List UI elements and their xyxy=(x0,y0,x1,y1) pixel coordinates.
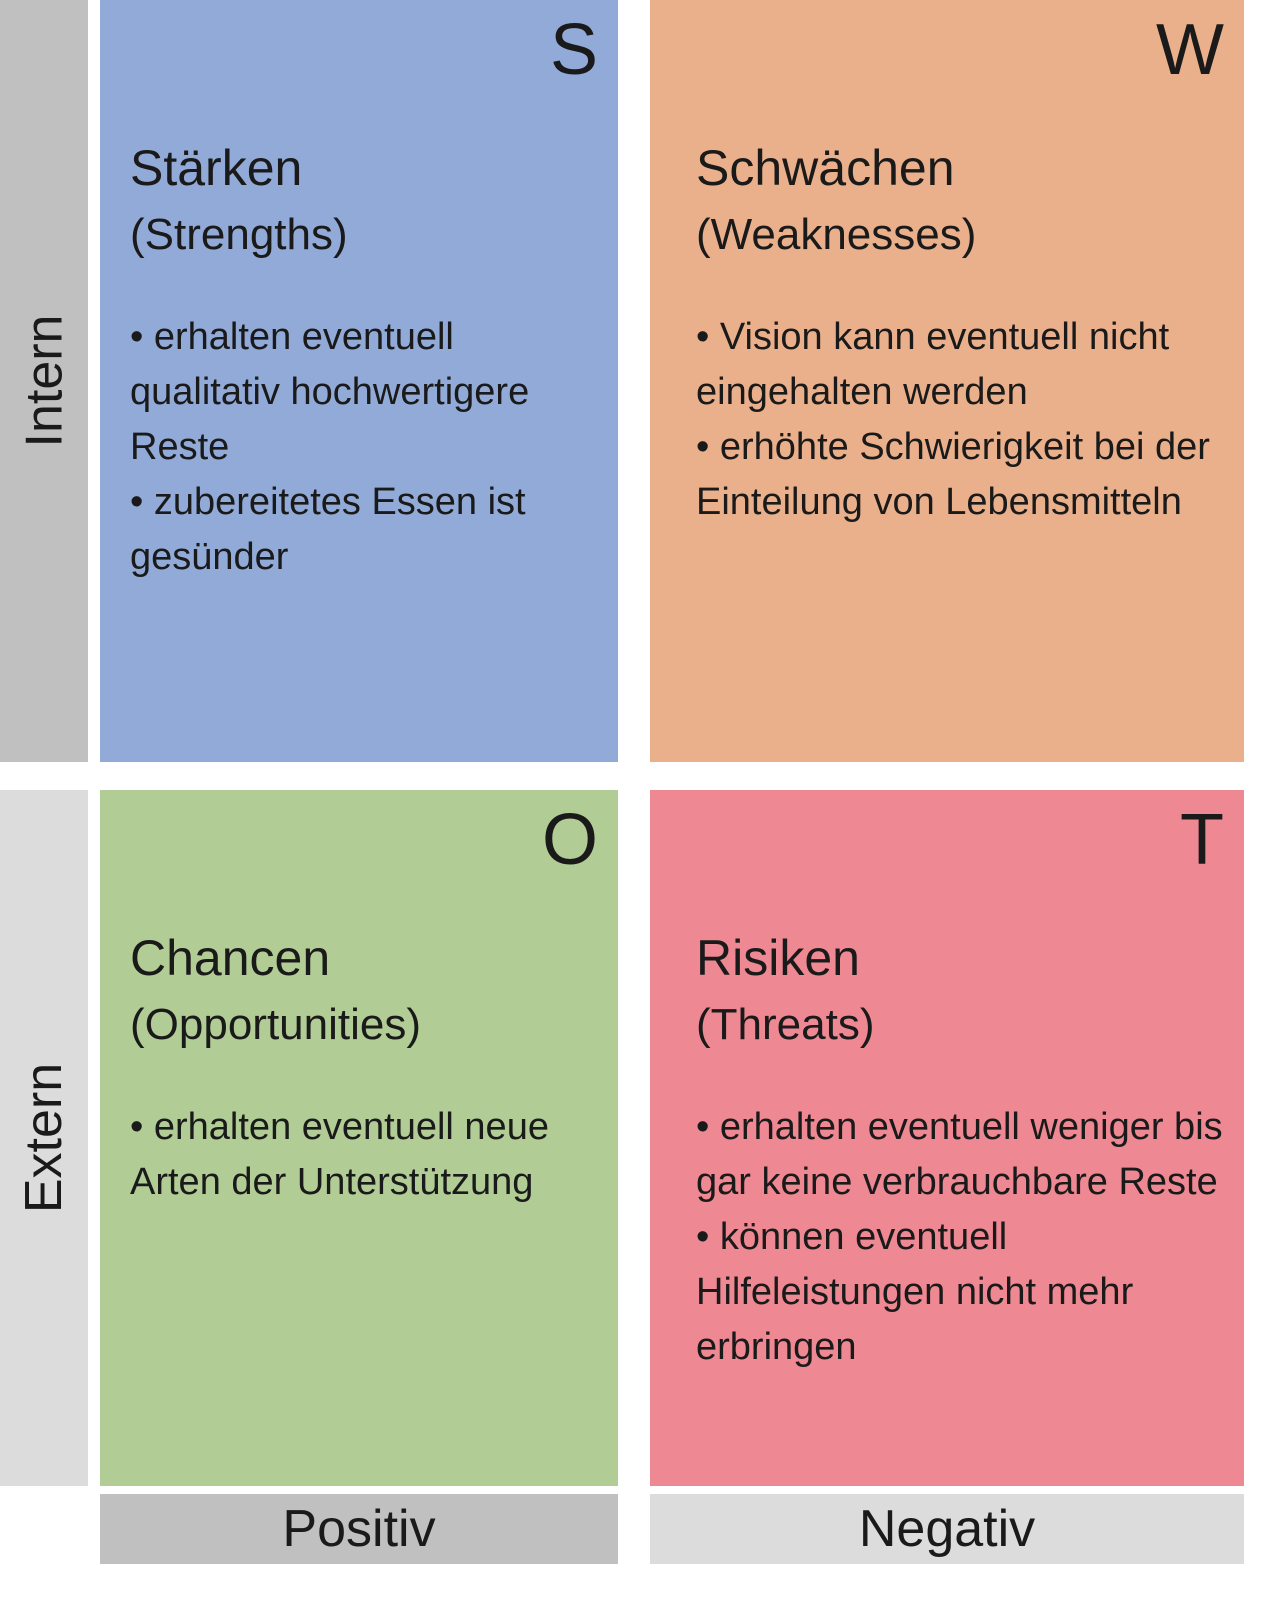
quadrant-title-threats: Risiken xyxy=(696,930,860,986)
quadrant-title-opportunities: Chancen xyxy=(130,930,331,986)
list-item: erhöhte Schwierigkeit bei der Einteilung… xyxy=(696,420,1224,530)
quadrant-opportunities: O Chancen (Opportunities) erhalten event… xyxy=(100,790,618,1486)
list-item: zubereitetes Essen ist gesünder xyxy=(130,475,598,585)
row-band-intern: Intern xyxy=(0,0,88,762)
column-band-negativ: Negativ xyxy=(650,1494,1244,1564)
quadrant-strengths: S Stärken (Strengths) erhalten eventuell… xyxy=(100,0,618,762)
column-label-positiv: Positiv xyxy=(282,1500,436,1558)
row-band-extern: Extern xyxy=(0,790,88,1486)
list-item: Vision kann eventuell nicht eingehalten … xyxy=(696,310,1224,420)
quadrant-items-threats: erhalten eventuell weniger bis gar keine… xyxy=(696,1100,1224,1375)
quadrant-items-opportunities: erhalten eventuell neue Arten der Unters… xyxy=(130,1100,598,1210)
column-band-positiv: Positiv xyxy=(100,1494,618,1564)
row-label-extern: Extern xyxy=(15,1062,74,1214)
quadrant-weaknesses: W Schwächen (Weaknesses) Vision kann eve… xyxy=(650,0,1244,762)
quadrant-title-strengths: Stärken xyxy=(130,140,303,196)
list-item: erhalten eventuell neue Arten der Unters… xyxy=(130,1100,598,1210)
quadrant-items-weaknesses: Vision kann eventuell nicht eingehalten … xyxy=(696,310,1224,530)
quadrant-letter-o: O xyxy=(541,800,598,880)
quadrant-subtitle-opportunities: (Opportunities) xyxy=(130,1000,422,1049)
row-label-intern: Intern xyxy=(15,314,74,448)
quadrant-threats: T Risiken (Threats) erhalten eventuell w… xyxy=(650,790,1244,1486)
quadrant-subtitle-threats: (Threats) xyxy=(696,1000,875,1049)
quadrant-letter-w: W xyxy=(1156,10,1224,90)
quadrant-letter-t: T xyxy=(1180,800,1224,880)
quadrant-items-strengths: erhalten eventuell qualitativ hochwertig… xyxy=(130,310,598,585)
list-item: können eventuell Hilfeleistungen nicht m… xyxy=(696,1210,1224,1375)
quadrant-subtitle-strengths: (Strengths) xyxy=(130,210,348,259)
quadrant-subtitle-weaknesses: (Weaknesses) xyxy=(696,210,977,259)
list-item: erhalten eventuell weniger bis gar keine… xyxy=(696,1100,1224,1210)
quadrant-letter-s: S xyxy=(549,10,598,90)
quadrant-title-weaknesses: Schwächen xyxy=(696,140,955,196)
column-label-negativ: Negativ xyxy=(858,1500,1036,1558)
list-item: erhalten eventuell qualitativ hochwertig… xyxy=(130,310,598,475)
